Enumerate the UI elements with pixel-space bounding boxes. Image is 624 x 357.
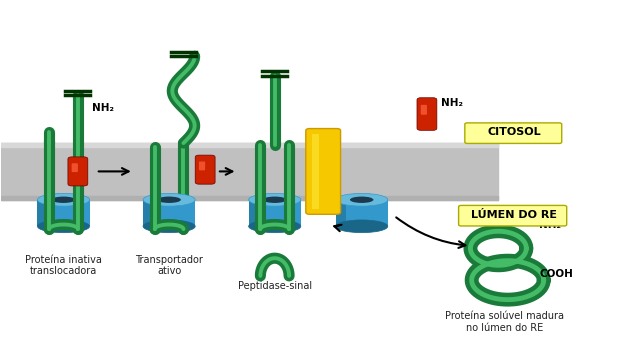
- Ellipse shape: [336, 220, 388, 233]
- Text: Peptidase-sinal: Peptidase-sinal: [238, 281, 312, 291]
- FancyBboxPatch shape: [199, 161, 205, 170]
- Ellipse shape: [157, 197, 181, 203]
- Bar: [143, 200, 195, 226]
- FancyBboxPatch shape: [421, 105, 427, 115]
- Text: CITOSOL: CITOSOL: [487, 127, 541, 137]
- Text: NH₂: NH₂: [92, 103, 114, 113]
- Bar: [336, 200, 388, 226]
- Ellipse shape: [52, 197, 76, 203]
- Text: COOH: COOH: [540, 268, 574, 278]
- Ellipse shape: [37, 220, 90, 233]
- Bar: [143, 200, 154, 226]
- Ellipse shape: [263, 197, 286, 203]
- FancyBboxPatch shape: [306, 129, 341, 214]
- FancyBboxPatch shape: [465, 123, 562, 144]
- Text: NH₂: NH₂: [441, 98, 462, 108]
- Bar: [312, 134, 319, 208]
- Bar: [1, 196, 499, 200]
- Text: Proteína inativa
translocadora: Proteína inativa translocadora: [25, 255, 102, 276]
- Bar: [248, 200, 301, 226]
- FancyBboxPatch shape: [195, 155, 215, 184]
- Ellipse shape: [143, 193, 195, 206]
- Bar: [1, 143, 499, 200]
- Bar: [37, 200, 48, 226]
- Text: LÚMEN DO RE: LÚMEN DO RE: [471, 210, 557, 220]
- Bar: [336, 200, 346, 226]
- Bar: [1, 143, 499, 147]
- FancyBboxPatch shape: [68, 157, 88, 186]
- Ellipse shape: [336, 193, 388, 206]
- Text: NH₂: NH₂: [539, 220, 561, 230]
- FancyBboxPatch shape: [72, 163, 78, 172]
- Bar: [37, 200, 90, 226]
- Text: Transportador
ativo: Transportador ativo: [135, 255, 203, 276]
- Ellipse shape: [248, 220, 301, 233]
- Ellipse shape: [248, 193, 301, 206]
- FancyBboxPatch shape: [417, 98, 437, 130]
- FancyBboxPatch shape: [459, 205, 567, 226]
- Bar: [248, 200, 259, 226]
- Ellipse shape: [37, 193, 90, 206]
- Text: Proteína solúvel madura
no lúmen do RE: Proteína solúvel madura no lúmen do RE: [445, 311, 564, 333]
- Ellipse shape: [143, 220, 195, 233]
- Ellipse shape: [350, 197, 373, 203]
